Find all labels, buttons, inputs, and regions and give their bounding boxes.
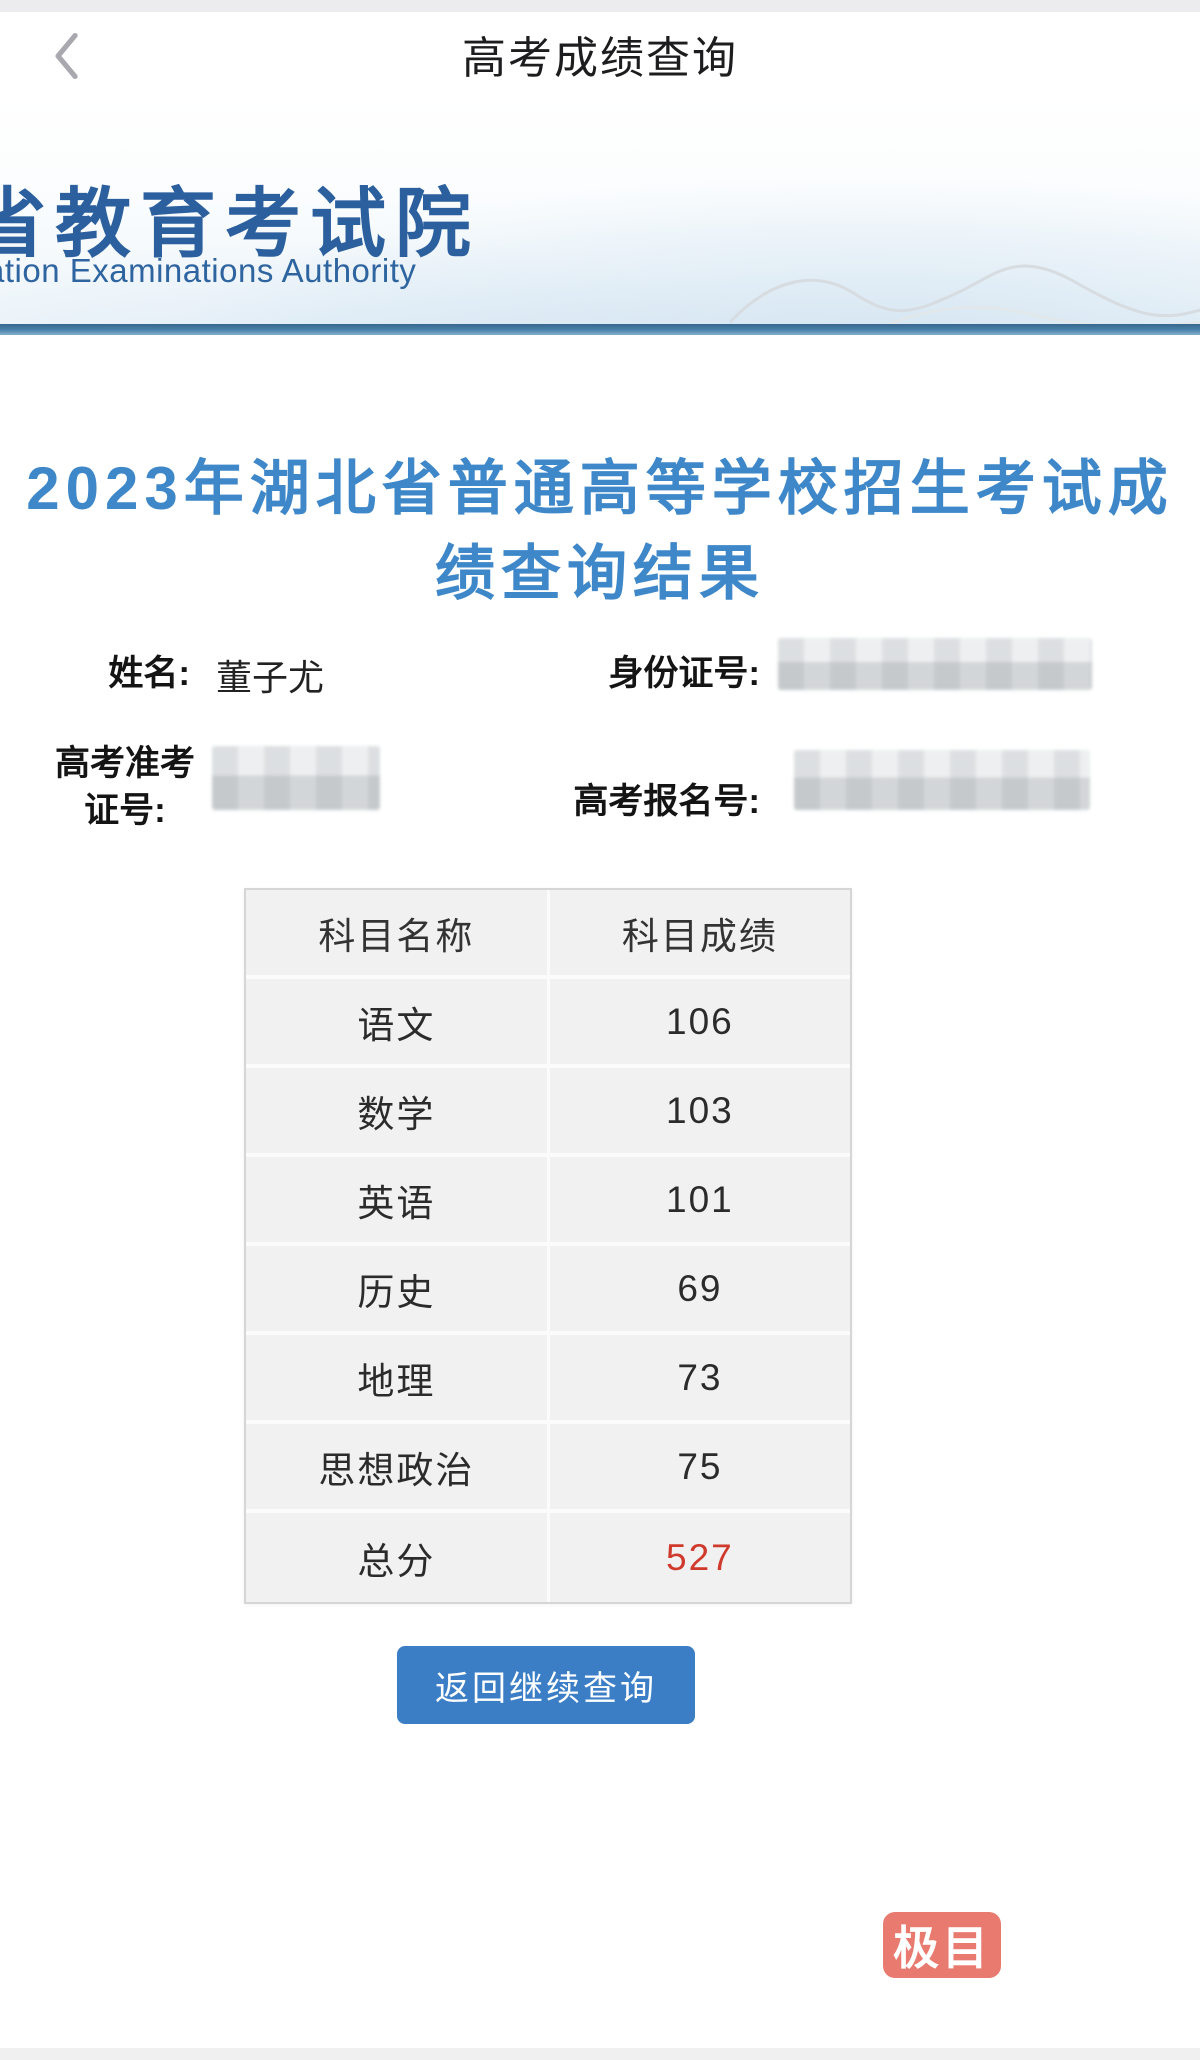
score-cell: 73 bbox=[677, 1356, 723, 1398]
back-button[interactable] bbox=[52, 30, 92, 82]
screen-bottom-edge bbox=[0, 2048, 1200, 2060]
table-row: 总分 527 bbox=[246, 1513, 850, 1602]
table-row: 思想政治 75 bbox=[246, 1424, 850, 1513]
table-row: 数学 103 bbox=[246, 1068, 850, 1157]
subject-cell: 英语 bbox=[246, 1157, 550, 1242]
id-number-label: 身份证号: bbox=[608, 654, 760, 693]
total-score-cell: 527 bbox=[666, 1536, 734, 1578]
table-row: 语文 106 bbox=[246, 979, 850, 1068]
subject-cell: 总分 bbox=[246, 1513, 550, 1602]
authority-logo-chinese: 省教育考试院 bbox=[0, 182, 480, 267]
score-cell: 103 bbox=[666, 1089, 734, 1131]
score-table-body: 语文 106 数学 103 英语 101 历史 69 地理 73 思想政治 75 总分 527 bbox=[246, 979, 850, 1602]
name-label: 姓名: bbox=[108, 654, 190, 693]
subject-cell: 思想政治 bbox=[246, 1424, 550, 1509]
exam-ticket-number-redacted-value bbox=[212, 746, 380, 810]
subject-cell: 数学 bbox=[246, 1068, 550, 1153]
table-row: 地理 73 bbox=[246, 1335, 850, 1424]
divider-bar bbox=[0, 324, 1200, 335]
table-row: 历史 69 bbox=[246, 1246, 850, 1335]
navbar: 高考成绩查询 bbox=[0, 12, 1200, 96]
table-header-row: 科目名称 科目成绩 bbox=[246, 890, 850, 979]
result-title-line2: 绩查询结果 bbox=[435, 540, 765, 608]
score-table: 科目名称 科目成绩 语文 106 数学 103 英语 101 历史 69 地理 73 思想政治 75 总… bbox=[244, 888, 852, 1604]
id-number-redacted-value bbox=[778, 638, 1092, 690]
table-row: 英语 101 bbox=[246, 1157, 850, 1246]
chevron-left-icon bbox=[55, 32, 78, 80]
authority-logo-english: ation Examinations Authority bbox=[0, 252, 417, 289]
name-value: 董子尤 bbox=[216, 657, 325, 698]
score-cell: 101 bbox=[666, 1178, 734, 1220]
subject-cell: 地理 bbox=[246, 1335, 550, 1420]
authority-banner: 省教育考试院 ation Examinations Authority bbox=[0, 96, 1200, 324]
result-title: 2023年湖北省普通高等学校招生考试成 绩查询结果 bbox=[0, 446, 1200, 616]
score-cell: 75 bbox=[677, 1445, 723, 1487]
result-title-line1: 2023年湖北省普通高等学校招生考试成 bbox=[26, 455, 1174, 522]
return-query-button[interactable]: 返回继续查询 bbox=[397, 1646, 695, 1724]
score-cell: 69 bbox=[677, 1267, 723, 1309]
screen-top-edge bbox=[0, 0, 1200, 12]
score-cell: 106 bbox=[666, 1000, 734, 1042]
registration-number-label: 高考报名号: bbox=[573, 782, 760, 821]
registration-number-redacted-value bbox=[794, 750, 1090, 810]
subject-header-cell: 科目名称 bbox=[246, 890, 550, 975]
page-title: 高考成绩查询 bbox=[462, 34, 738, 83]
exam-ticket-number-label: 高考准考证号: bbox=[54, 744, 195, 831]
subject-cell: 语文 bbox=[246, 979, 550, 1064]
jimu-watermark-badge: 极目 bbox=[883, 1912, 1001, 1978]
score-header-cell: 科目成绩 bbox=[621, 915, 778, 957]
mountain-sketch-icon bbox=[730, 264, 1200, 324]
subject-cell: 历史 bbox=[246, 1246, 550, 1331]
